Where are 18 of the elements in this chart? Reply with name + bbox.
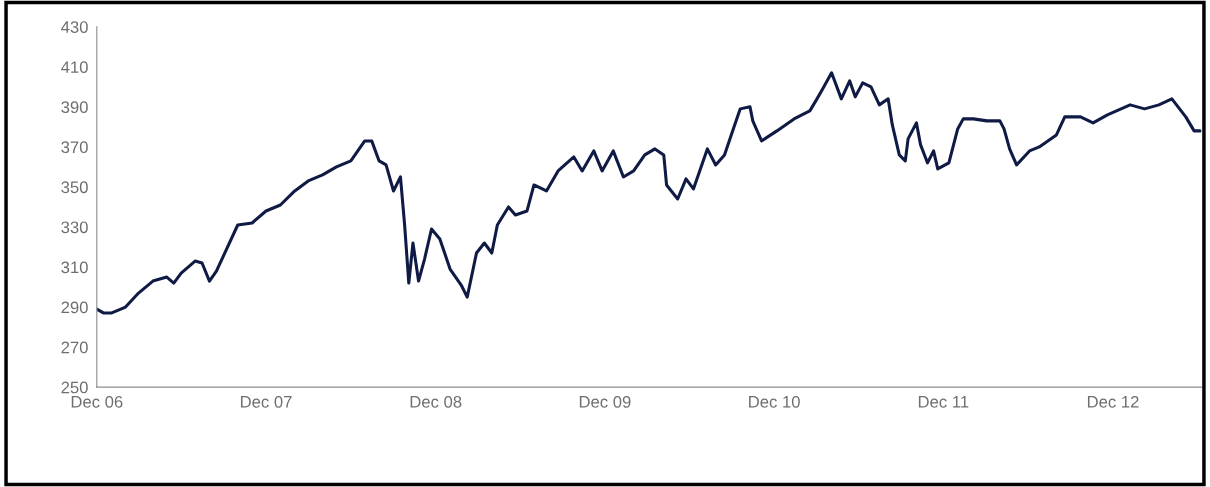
y-tick-label: 330: [61, 221, 88, 234]
x-tick-label: Dec 10: [749, 395, 800, 408]
y-tick-label: 310: [61, 261, 88, 274]
y-tick-label: 290: [61, 301, 88, 314]
y-tick-label: 350: [61, 181, 88, 194]
x-tick-label: Dec 08: [410, 395, 462, 408]
y-tick-label: 390: [61, 101, 88, 114]
x-tick-label: Dec 07: [240, 395, 292, 408]
line-series: [96, 71, 1202, 315]
y-tick-label: 410: [61, 61, 88, 74]
x-tick-label: Dec 06: [71, 395, 123, 408]
x-tick-label: Dec 09: [579, 395, 631, 408]
y-tick-label: 250: [61, 381, 88, 394]
y-tick-label: 370: [61, 141, 88, 154]
x-tick-label: Dec 11: [918, 396, 969, 408]
x-tick-label: Dec 12: [1087, 395, 1139, 408]
y-tick-label: 270: [61, 341, 88, 354]
y-tick-label: 430: [61, 21, 88, 33]
